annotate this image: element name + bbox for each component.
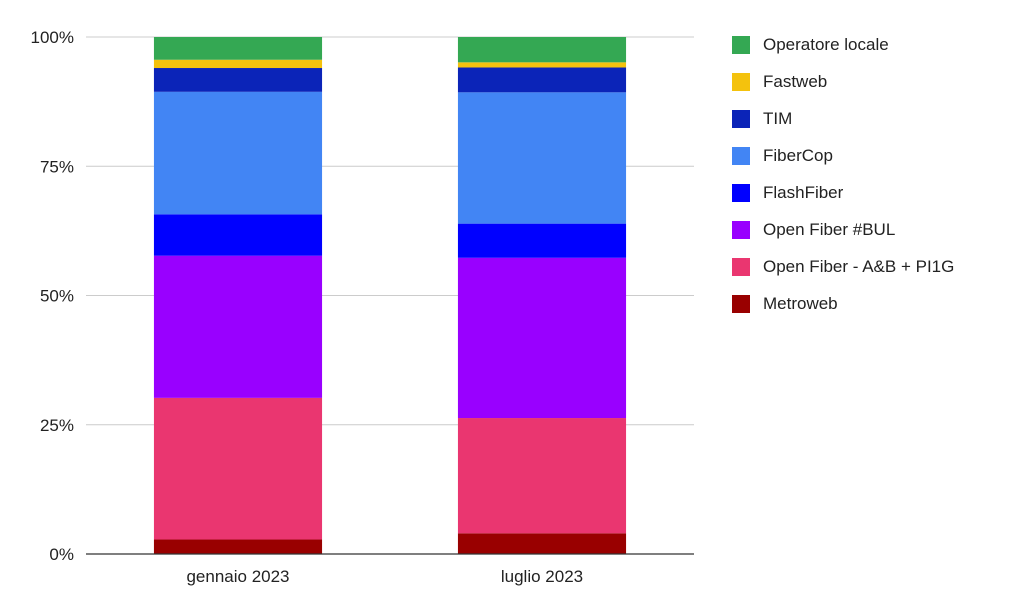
y-tick-label: 25% (40, 416, 74, 435)
y-tick-label: 0% (49, 545, 74, 564)
bar-segment (153, 37, 323, 60)
bar-segment (153, 214, 323, 256)
bar-segment (457, 257, 627, 419)
legend: Operatore locale Fastweb TIM FiberCop FlashF… (732, 26, 954, 322)
legend-item: TIM (732, 100, 954, 137)
legend-label: Metroweb (763, 293, 838, 313)
legend-item: Fastweb (732, 63, 954, 100)
bar-segment (153, 539, 323, 554)
legend-item: Open Fiber #BUL (732, 211, 954, 248)
bar-segment (457, 37, 627, 63)
y-tick-label: 75% (40, 157, 74, 176)
bar-segment (153, 59, 323, 69)
legend-swatch (732, 257, 750, 276)
y-tick-label: 50% (40, 287, 74, 306)
legend-label: Fastweb (763, 71, 828, 91)
x-tick-labels: gennaio 2023 luglio 2023 (186, 567, 583, 586)
legend-label: Operatore locale (763, 34, 889, 54)
legend-swatch (732, 72, 750, 91)
bar-segment (153, 255, 323, 398)
bar-segment (457, 223, 627, 258)
bar-segment (457, 418, 627, 534)
legend-swatch (732, 146, 750, 165)
legend-label: FlashFiber (763, 182, 844, 202)
bar-segment (457, 67, 627, 93)
bar-segment (153, 397, 323, 540)
bars (153, 37, 627, 554)
bar-segment (153, 91, 323, 215)
x-tick-label: gennaio 2023 (186, 567, 289, 586)
bar-segment (457, 62, 627, 68)
legend-swatch (732, 35, 750, 54)
legend-label: Open Fiber #BUL (763, 219, 896, 239)
legend-item: Open Fiber - A&B + PI1G (732, 248, 954, 285)
bar-segment (457, 533, 627, 554)
y-tick-labels: 0% 25% 50% 75% 100% (31, 28, 74, 564)
legend-item: FlashFiber (732, 174, 954, 211)
y-tick-label: 100% (31, 28, 74, 47)
legend-swatch (732, 294, 750, 313)
legend-item: Metroweb (732, 285, 954, 322)
bar-segment (457, 92, 627, 224)
legend-label: TIM (763, 108, 793, 128)
legend-item: Operatore locale (732, 26, 954, 63)
legend-label: Open Fiber - A&B + PI1G (763, 256, 955, 276)
legend-swatch (732, 109, 750, 128)
legend-swatch (732, 183, 750, 202)
bar-segment (153, 68, 323, 92)
legend-item: FiberCop (732, 137, 954, 174)
legend-swatch (732, 220, 750, 239)
legend-label: FiberCop (763, 145, 833, 165)
x-tick-label: luglio 2023 (501, 567, 583, 586)
